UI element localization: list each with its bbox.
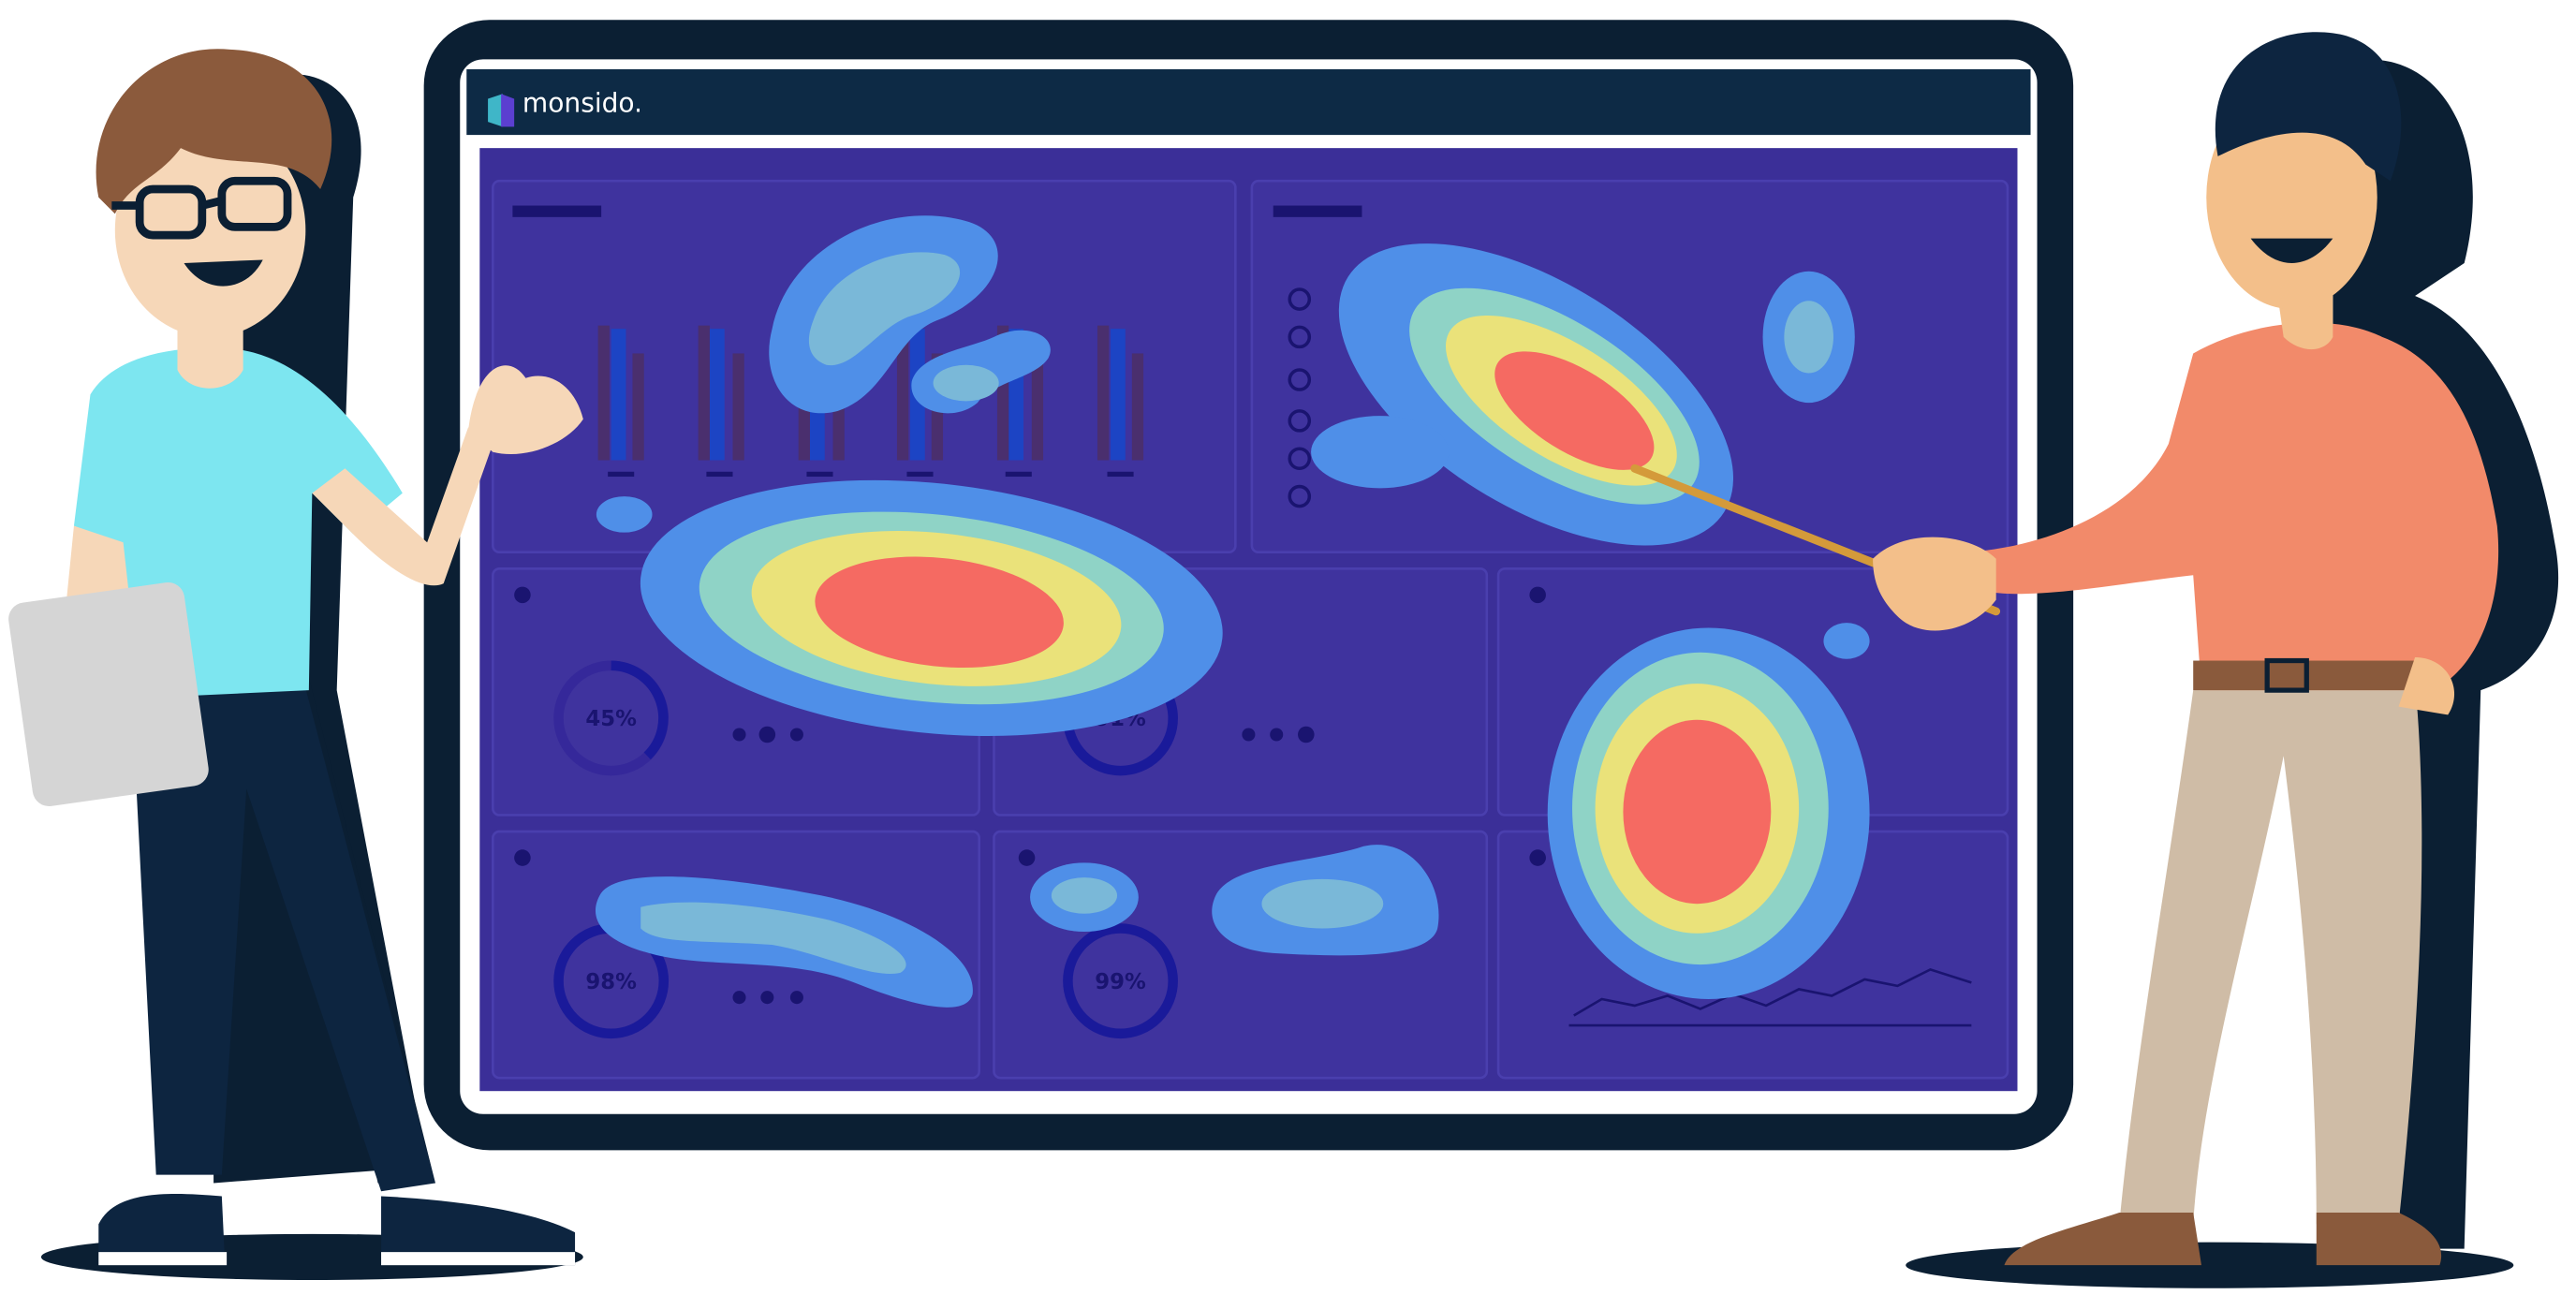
left-person-part [213,74,428,1184]
heatmap-part [640,902,906,974]
gauges-part [611,660,669,760]
right-person-part [2316,1213,2442,1266]
right-person-part [2264,657,2309,693]
radio-list [1288,287,1312,508]
left-person-part [381,1252,576,1266]
heatmap-part [1261,878,1384,929]
panel-headers-part [514,849,531,866]
panel-headers [512,205,1546,866]
heatmap [595,215,1870,1008]
heatmap-part [1784,301,1833,374]
dots-part [758,726,776,743]
dots-part [760,991,774,1005]
gauge-label: 99% [1095,970,1146,994]
gauges-part [1063,923,1178,1039]
left-person-part [96,49,332,214]
right-person-part [2004,1213,2201,1266]
bar-chart-part-part [1131,353,1144,461]
line-chart [1568,967,1972,1027]
bar-chart-part-part [1005,471,1032,478]
brand: monsido. [523,88,642,119]
logo [488,94,515,127]
left-person-part [131,682,435,1192]
heatmap-part [1823,623,1870,659]
right-person-part [1873,537,1996,631]
left-person-part [98,1252,228,1266]
heatmap-part [596,496,653,533]
bar-chart-part-part [1031,353,1044,461]
dots-part [732,728,746,742]
right-person-part [2215,32,2402,182]
heatmap-part [808,252,961,366]
dots-part [732,991,746,1005]
right-person-part [2398,657,2455,715]
radio-list-part [1288,325,1312,349]
right-person-part [1984,322,2499,691]
right-person-part [2119,682,2422,1225]
bar-chart-part-part [632,353,644,461]
radio-list-part [1288,287,1312,311]
bar-chart-part-part [906,471,934,478]
left-person-part-part [135,184,207,240]
panel-headers-part [1273,205,1362,217]
panel-headers-part [514,586,531,604]
dots-part [1270,728,1284,742]
panel-headers-part [1529,586,1546,604]
left-person-part [381,1196,576,1266]
logo-part [501,94,515,127]
left-person-part [177,329,243,389]
bar-chart-part-part [896,325,909,461]
heatmap-part [1623,719,1772,905]
heatmap-part-part [1494,351,1655,470]
dots-part [1298,726,1315,743]
radio-list-part [1288,484,1312,508]
bar-chart-part-part [597,325,610,461]
bar-chart-part-part [732,353,744,461]
left-person-part [312,427,493,586]
left-person-part-part [111,197,223,210]
dots [732,726,1315,1005]
right-person [1873,32,2559,1266]
panel-headers-part [512,205,602,217]
radio-list-part [1288,368,1312,391]
heatmap-part [1051,877,1118,914]
bar-chart-part [608,471,1134,478]
heatmap-part-part [815,556,1064,669]
left-person [8,49,583,1266]
heatmap-part [1311,416,1450,489]
left-person-part [98,1193,226,1266]
bar-chart-part-part [706,471,733,478]
bar-chart-part-part [709,329,725,461]
bar-chart-part-part [806,471,833,478]
heatmap-part [640,479,1223,736]
radio-list-part [1288,409,1312,433]
gauge-label: 45% [585,707,637,731]
heatmap-part [933,364,999,402]
bar-chart-part-part [1107,471,1134,478]
dots-part [789,991,803,1005]
left-person-part [8,581,209,806]
panel-headers-part [1018,849,1036,866]
bar-chart-part-part [1097,325,1110,461]
left-person-part [184,259,263,287]
left-person-part [111,176,292,240]
board-part [466,68,2031,136]
dots-part [1242,728,1256,742]
radio-list-part [1288,447,1312,471]
dots-part [789,728,803,742]
panel-headers-part [1529,849,1546,866]
gauge-label: 98% [585,970,637,994]
bar-chart-part-part [1111,329,1126,461]
bar-chart-part-part [611,329,626,461]
right-person-part [2250,238,2333,263]
bar-chart-part-part [608,471,635,478]
bar-chart-part-part [698,325,710,461]
left-person-part [468,365,583,455]
line-chart-part [1573,967,1972,1017]
logo-part [488,94,503,127]
bar-chart [597,325,1144,478]
